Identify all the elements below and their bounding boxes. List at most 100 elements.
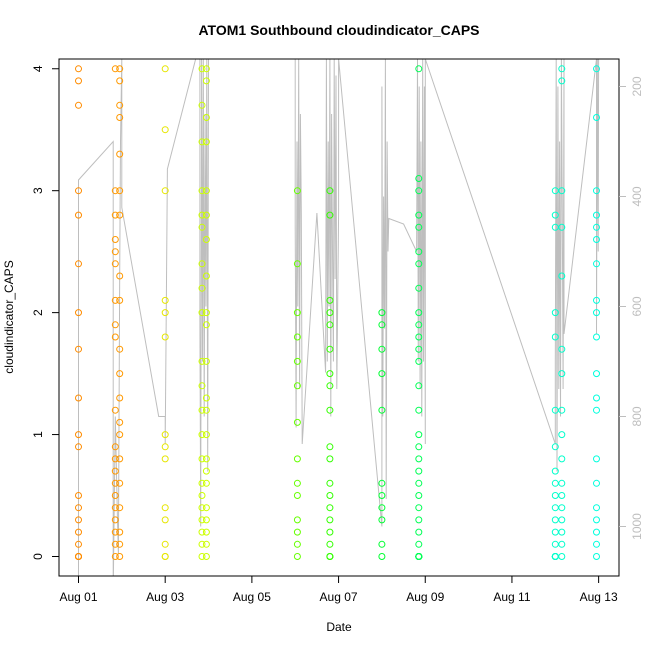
data-point: [326, 540, 334, 548]
data-point: [75, 504, 82, 512]
data-point: [415, 345, 423, 353]
data-point: [75, 65, 82, 73]
data-point: [293, 540, 301, 548]
data-point: [326, 309, 334, 317]
data-point: [116, 553, 124, 560]
data-point: [551, 333, 559, 341]
data-point: [75, 553, 82, 560]
data-point: [326, 406, 334, 414]
data-point: [593, 455, 600, 463]
data-point: [111, 516, 119, 524]
data-point: [558, 187, 566, 195]
data-point: [551, 479, 559, 487]
data-point: [293, 492, 301, 499]
data-point: [415, 187, 423, 195]
data-point: [415, 175, 423, 182]
data-point: [202, 516, 210, 524]
data-point: [111, 65, 119, 73]
data-point: [593, 260, 600, 268]
data-point: [161, 431, 169, 439]
data-point: [415, 309, 423, 317]
data-point: [293, 187, 301, 195]
data-point: [415, 284, 423, 292]
data-point: [198, 357, 206, 365]
data-point: [415, 516, 423, 524]
data-point: [161, 504, 169, 512]
data-point: [198, 65, 206, 73]
data-point: [202, 321, 210, 329]
data-point: [75, 528, 82, 536]
data-point: [293, 382, 301, 390]
data-point: [593, 236, 600, 243]
data-point: [75, 431, 82, 439]
data-point: [415, 479, 423, 487]
y-axis-label: cloudindicator_CAPS: [2, 260, 16, 373]
data-point: [75, 187, 82, 195]
data-point: [111, 443, 119, 451]
data-point: [202, 272, 210, 280]
data-point: [202, 406, 210, 414]
data-point: [116, 211, 124, 219]
data-point: [198, 455, 206, 463]
data-point: [161, 309, 169, 317]
data-point: [558, 479, 566, 487]
data-point: [198, 516, 206, 524]
data-point: [202, 211, 210, 219]
data-point: [198, 101, 206, 109]
data-point: [161, 455, 169, 463]
data-point: [378, 345, 386, 353]
data-point: [326, 211, 334, 219]
data-point: [415, 467, 423, 475]
data-point: [378, 516, 386, 524]
data-point: [116, 296, 124, 304]
data-point: [326, 516, 334, 524]
data-point: [378, 479, 386, 487]
data-point: [198, 528, 206, 536]
y-right-tick-label: 800: [630, 406, 644, 426]
y-right-tick-label: 1000: [630, 513, 644, 540]
data-point: [75, 260, 82, 268]
data-point: [202, 504, 210, 512]
data-point: [415, 504, 423, 512]
data-point: [202, 357, 210, 365]
data-point: [326, 443, 334, 451]
data-point: [593, 114, 600, 121]
data-point: [202, 138, 210, 146]
data-point: [111, 296, 119, 304]
data-point: [111, 528, 119, 536]
line-layer: [78, 59, 600, 576]
data-point: [198, 540, 206, 548]
data-point: [415, 333, 423, 341]
x-axis: Aug 01 Aug 03 Aug 05 Aug 07 Aug 09 Aug 11 Aug …: [59, 576, 618, 604]
data-point: [293, 309, 301, 317]
data-point: [75, 101, 82, 109]
y-axis: 0 1 2 3 4: [31, 65, 59, 560]
data-point: [326, 345, 334, 353]
data-point: [116, 540, 124, 548]
data-point: [415, 211, 423, 219]
data-point: [293, 357, 301, 365]
data-point: [415, 382, 423, 390]
data-point: [415, 455, 423, 463]
data-point: [593, 296, 600, 304]
data-point: [116, 187, 124, 195]
data-point: [551, 516, 559, 524]
data-point: [415, 540, 423, 548]
data-point: [415, 406, 423, 414]
y-right-tick-label: 600: [630, 296, 644, 316]
data-point: [326, 370, 334, 378]
data-point: [111, 248, 119, 256]
data-point: [378, 309, 386, 317]
data-point: [378, 492, 386, 499]
data-point: [198, 479, 206, 487]
data-point: [116, 431, 124, 439]
data-point: [75, 211, 82, 219]
x-axis-label: Date: [326, 620, 352, 634]
data-point: [378, 504, 386, 512]
data-point: [593, 479, 600, 487]
data-point: [116, 77, 124, 85]
data-point: [558, 345, 566, 353]
x-tick-label: Aug 03: [146, 590, 184, 604]
data-point: [161, 65, 169, 73]
data-point: [111, 211, 119, 219]
